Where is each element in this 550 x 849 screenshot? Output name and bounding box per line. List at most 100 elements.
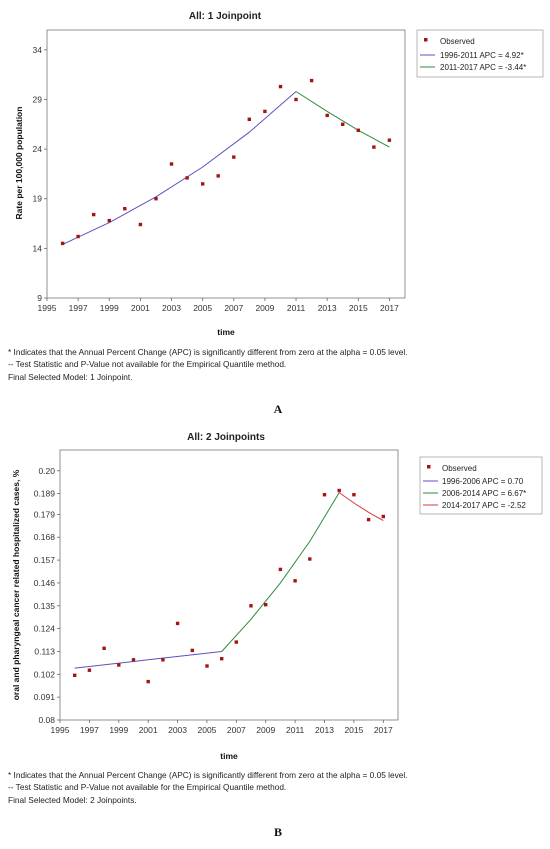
chart-a-observed-point	[169, 162, 174, 166]
chart-b-legend-series-2: 2006-2014 APC = 6.67*	[442, 489, 526, 498]
chart-b-y-tick-label: 0.20	[38, 466, 55, 476]
chart-a-y-tick-label: 29	[33, 94, 43, 104]
chart-a-legend-observed: Observed	[440, 37, 475, 46]
chart-b-observed-point	[308, 557, 312, 561]
chart-b-x-axis: 1995 1997 1999 2001 2003 2005 2007 2009 2011 2013…	[51, 720, 393, 735]
chart-b-observed-point	[102, 646, 106, 650]
chart-b-y-tick-label: 0.091	[34, 692, 56, 702]
chart-b-y-tick-label: 0.124	[34, 624, 56, 634]
chart-a-legend: Observed 1996-2011 APC = 4.92* 2011-2017…	[416, 29, 544, 78]
chart-a-observed-point	[341, 122, 345, 126]
chart-b-legend-box	[419, 456, 543, 515]
chart-a-observed-point	[278, 84, 283, 89]
chart-b-plot-area	[59, 449, 399, 721]
chart-a-observed-point	[263, 109, 267, 114]
chart-b-observed-point	[73, 673, 77, 677]
chart-a-y-tick-label: 24	[33, 144, 43, 154]
chart-b-y-tick-label: 0.189	[34, 489, 56, 499]
chart-b-y-tick-label: 0.135	[34, 601, 56, 611]
chart-a-legend-observed-marker	[424, 38, 428, 42]
chart-a-x-tick-label: 2009	[255, 303, 274, 313]
chart-b-legend-series-3: 2014-2017 APC = -2.52	[442, 501, 526, 510]
chart-a-y-tick-label: 14	[33, 243, 43, 253]
chart-b-footnote-2: -- Test Statistic and P-Value not availa…	[8, 782, 286, 792]
chart-b-observed-point	[175, 621, 180, 626]
chart-b-title: All: 2 Joinpoints	[187, 432, 265, 443]
chart-a-x-tick-label: 2003	[162, 303, 181, 313]
chart-a-x-tick-label: 2011	[287, 303, 306, 313]
chart-a-plot-area	[46, 29, 406, 299]
chart-b-observed-point	[278, 567, 283, 572]
chart-b-x-tick-label: 2001	[139, 725, 158, 735]
chart-a-x-tick-label: 2001	[131, 303, 150, 313]
chart-b-x-label: time	[220, 751, 238, 761]
chart-b-observed-point	[249, 604, 253, 608]
chart-b-x-tick-label: 1995	[51, 725, 70, 735]
chart-b-legend: Observed 1996-2006 APC = 0.70 2006-2014 …	[419, 456, 543, 515]
chart-a: All: 1 Joinpoint 1995 1997 1999 2001 2003 200…	[8, 11, 544, 416]
chart-a-observed-point	[387, 138, 392, 142]
chart-a-x-tick-label: 2015	[349, 303, 368, 313]
chart-a-footnote-2: -- Test Statistic and P-Value not availa…	[8, 359, 286, 369]
chart-a-legend-box	[416, 29, 544, 78]
chart-a-x-label: time	[217, 327, 235, 337]
panel-label-a: A	[274, 402, 283, 416]
chart-a-observed-point	[294, 97, 298, 102]
panel-label-b: B	[274, 825, 282, 839]
chart-a-observed-point	[247, 117, 251, 121]
chart-a-observed-point	[107, 218, 111, 223]
chart-b-observed-point	[352, 493, 356, 497]
chart-b-observed-point	[146, 679, 150, 684]
chart-a-x-tick-label: 1995	[38, 303, 57, 313]
chart-b-observed-point	[131, 658, 136, 662]
chart-a-y-tick-label: 19	[33, 194, 43, 204]
chart-a-observed-point	[325, 113, 329, 118]
chart-a-x-tick-label: 2007	[224, 303, 243, 313]
chart-b-observed-point	[117, 663, 121, 667]
chart-b-observed-point	[190, 648, 194, 653]
chart-b-legend-observed-marker	[427, 465, 431, 469]
chart-b-x-tick-label: 2003	[168, 725, 187, 735]
chart-a-footnote-1: * Indicates that the Annual Percent Chan…	[8, 347, 407, 357]
chart-a-observed-point	[76, 234, 80, 239]
chart-a-observed-point	[201, 182, 205, 186]
chart-b-fit-line-1	[74, 651, 222, 669]
chart-b-observed-point	[205, 664, 209, 668]
chart-b-x-tick-label: 2011	[286, 725, 305, 735]
chart-a-x-tick-label: 2017	[380, 303, 399, 313]
chart-b-x-tick-label: 2013	[315, 725, 334, 735]
chart-a-observed-point	[185, 176, 189, 180]
chart-b-x-tick-label: 2017	[374, 725, 393, 735]
chart-b: All: 2 Joinpoints 1995 1997 1999 2001 2003 20…	[8, 432, 543, 839]
chart-a-x-tick-label: 1997	[69, 303, 88, 313]
chart-a-observed-point	[356, 128, 360, 132]
chart-a-y-axis: 9 14 19 24 29 34	[33, 45, 47, 303]
chart-b-fit-line-2	[221, 492, 340, 652]
chart-a-fit-line-2	[295, 91, 390, 148]
chart-a-observed-point	[138, 222, 143, 227]
chart-b-observed-point	[322, 493, 327, 497]
chart-b-x-tick-label: 2015	[344, 725, 363, 735]
chart-b-legend-series-1: 1996-2006 APC = 0.70	[442, 477, 524, 486]
chart-b-observed-point	[293, 579, 297, 583]
chart-a-observed-point	[123, 207, 127, 211]
chart-a-fit-line-1	[62, 91, 297, 245]
chart-a-legend-series-2: 2011-2017 APC = -3.44*	[440, 63, 526, 72]
chart-a-observed-point	[154, 197, 158, 201]
chart-b-observed-point	[87, 668, 92, 672]
chart-b-y-axis: 0.08 0.091 0.102 0.113 0.124 0.135 0.146 0.157 0…	[34, 466, 60, 725]
chart-b-y-tick-label: 0.113	[34, 646, 55, 656]
chart-b-observed-point	[161, 658, 165, 662]
chart-a-observed-point	[309, 78, 314, 83]
chart-b-legend-observed: Observed	[442, 464, 477, 473]
chart-a-footnote-3: Final Selected Model: 1 Joinpoint.	[8, 372, 133, 382]
chart-b-observed-point	[234, 640, 238, 644]
chart-b-observed-points	[73, 488, 385, 684]
chart-b-observed-point	[366, 517, 371, 522]
chart-b-observed-point	[264, 603, 268, 607]
chart-a-observed-points	[60, 78, 392, 246]
chart-a-observed-point	[60, 241, 65, 246]
chart-b-observed-point	[381, 514, 385, 519]
chart-b-y-label: oral and pharyngeal cancer related hospi…	[11, 469, 21, 700]
chart-b-fit-lines	[74, 492, 384, 669]
